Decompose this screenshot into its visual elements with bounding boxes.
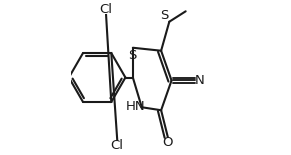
Text: Cl: Cl	[111, 140, 124, 152]
Text: N: N	[194, 74, 204, 87]
Text: HN: HN	[125, 100, 145, 113]
Text: Cl: Cl	[100, 3, 113, 16]
Text: S: S	[128, 49, 136, 62]
Text: S: S	[160, 9, 168, 22]
Text: O: O	[163, 136, 173, 149]
